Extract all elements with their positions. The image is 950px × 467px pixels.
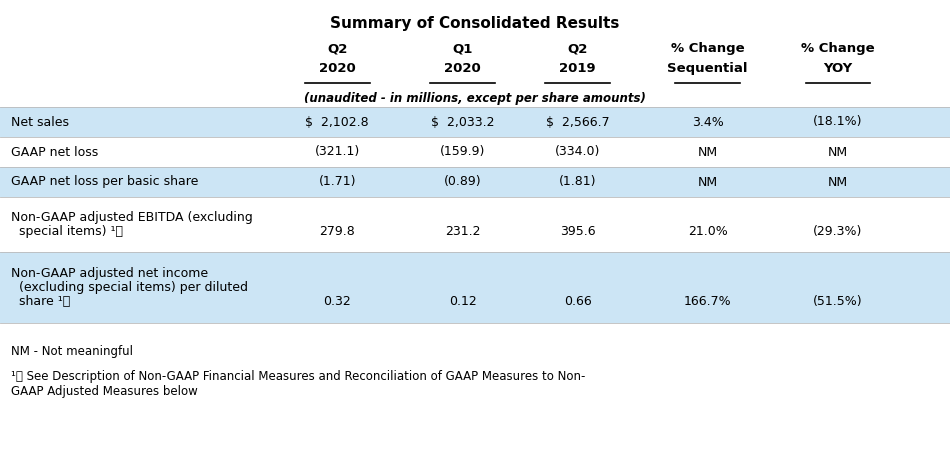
Bar <box>0 107 950 137</box>
Text: (18.1%): (18.1%) <box>813 115 863 128</box>
Text: 0.12: 0.12 <box>448 295 477 308</box>
Text: Non-GAAP adjusted net income: Non-GAAP adjusted net income <box>11 267 209 280</box>
Text: NM: NM <box>697 146 718 158</box>
Text: ¹⧨ See Description of Non-GAAP Financial Measures and Reconciliation of GAAP Mea: ¹⧨ See Description of Non-GAAP Financial… <box>11 370 586 398</box>
Text: 2019: 2019 <box>560 62 596 75</box>
Text: NM: NM <box>827 176 848 189</box>
Text: Q2: Q2 <box>567 42 588 55</box>
Text: $  2,566.7: $ 2,566.7 <box>546 115 609 128</box>
Text: NM: NM <box>827 146 848 158</box>
Bar <box>0 167 950 197</box>
Text: Sequential: Sequential <box>668 62 748 75</box>
Text: % Change: % Change <box>801 42 875 55</box>
Text: % Change: % Change <box>671 42 745 55</box>
Text: (unaudited - in millions, except per share amounts): (unaudited - in millions, except per sha… <box>304 92 646 105</box>
Text: (29.3%): (29.3%) <box>813 225 863 238</box>
Text: (excluding special items) per diluted: (excluding special items) per diluted <box>11 281 248 294</box>
Text: (0.89): (0.89) <box>444 176 482 189</box>
Text: 0.66: 0.66 <box>563 295 592 308</box>
Text: (334.0): (334.0) <box>555 146 600 158</box>
Text: 166.7%: 166.7% <box>684 295 732 308</box>
Text: Summary of Consolidated Results: Summary of Consolidated Results <box>331 16 619 31</box>
Text: 279.8: 279.8 <box>319 225 355 238</box>
Text: Q2: Q2 <box>327 42 348 55</box>
Text: (321.1): (321.1) <box>314 146 360 158</box>
Text: 0.32: 0.32 <box>323 295 352 308</box>
Text: GAAP net loss per basic share: GAAP net loss per basic share <box>11 176 199 189</box>
Text: special items) ¹⧨: special items) ¹⧨ <box>11 225 124 238</box>
Text: $  2,033.2: $ 2,033.2 <box>431 115 494 128</box>
Text: Q1: Q1 <box>452 42 473 55</box>
Text: NM - Not meaningful: NM - Not meaningful <box>11 345 133 358</box>
Text: Non-GAAP adjusted EBITDA (excluding: Non-GAAP adjusted EBITDA (excluding <box>11 211 253 224</box>
Text: Net sales: Net sales <box>11 115 69 128</box>
Text: (159.9): (159.9) <box>440 146 485 158</box>
Text: $  2,102.8: $ 2,102.8 <box>306 115 369 128</box>
Text: (1.81): (1.81) <box>559 176 597 189</box>
Text: 231.2: 231.2 <box>445 225 481 238</box>
Text: 2020: 2020 <box>445 62 481 75</box>
Text: 3.4%: 3.4% <box>692 115 724 128</box>
Text: GAAP net loss: GAAP net loss <box>11 146 99 158</box>
Text: 395.6: 395.6 <box>560 225 596 238</box>
Text: YOY: YOY <box>824 62 852 75</box>
Text: share ¹⧨: share ¹⧨ <box>11 295 70 308</box>
Text: 21.0%: 21.0% <box>688 225 728 238</box>
Text: (1.71): (1.71) <box>318 176 356 189</box>
Bar <box>0 252 950 323</box>
Text: NM: NM <box>697 176 718 189</box>
Text: 2020: 2020 <box>319 62 355 75</box>
Text: (51.5%): (51.5%) <box>813 295 863 308</box>
